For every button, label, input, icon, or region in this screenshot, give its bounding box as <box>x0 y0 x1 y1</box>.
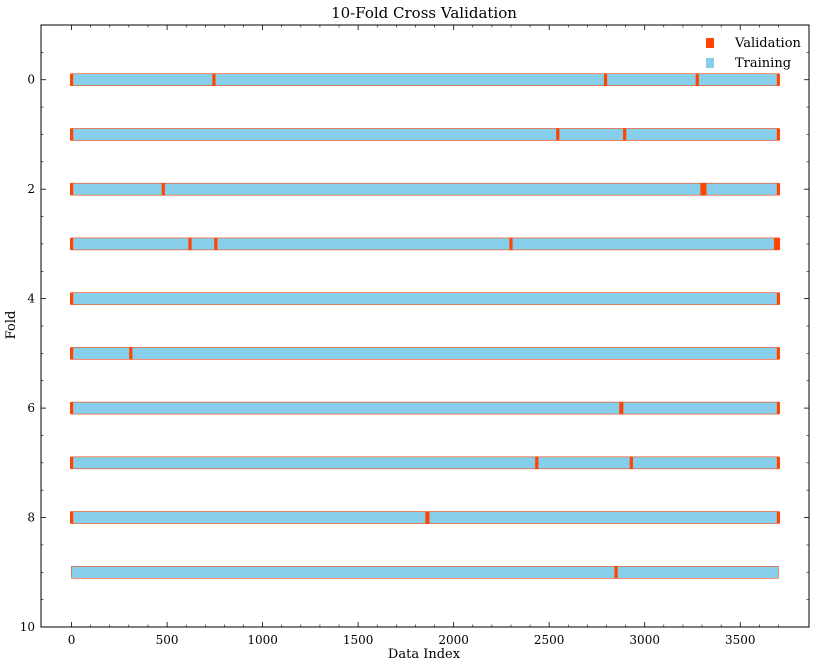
fold-8-training-bar <box>71 511 779 524</box>
fold-5-validation-mark <box>69 347 74 360</box>
fold-1-validation-mark <box>623 128 627 141</box>
fold-2-training-bar <box>71 182 779 196</box>
x-tick-label: 2000 <box>438 633 469 647</box>
fold-3-validation-mark <box>214 237 218 250</box>
fold-bars <box>69 73 781 579</box>
fold-9-training-bar <box>71 565 779 579</box>
fold-0-training-bar <box>71 73 779 87</box>
chart-title: 10-Fold Cross Validation <box>331 4 517 22</box>
fold-8-validation-mark <box>69 511 74 524</box>
fold-2-validation-mark <box>776 183 781 196</box>
fold-4-validation-mark <box>776 292 781 305</box>
x-tick-label: 500 <box>156 633 179 647</box>
fold-0-validation-mark <box>776 73 781 86</box>
legend-training-label: Training <box>735 56 791 71</box>
y-tick-label: 2 <box>27 182 35 196</box>
legend-validation-label: Validation <box>734 36 802 51</box>
fold-3-validation-mark <box>776 237 781 250</box>
fold-6-training-bar <box>71 401 779 415</box>
fold-1-validation-mark <box>556 128 560 141</box>
fold-0-validation-mark <box>212 73 216 86</box>
fold-1-validation-mark <box>776 128 781 141</box>
fold-3-validation-mark <box>773 237 778 250</box>
fold-7-training-bar <box>71 456 779 470</box>
fold-1-validation-mark <box>69 128 74 141</box>
x-tick-label: 1000 <box>247 633 278 647</box>
fold-2-validation-mark <box>161 183 165 196</box>
x-tick-label: 3500 <box>725 633 756 647</box>
y-axis-label: Fold <box>4 311 19 340</box>
fold-8-validation-mark <box>426 511 430 524</box>
fold-6-validation-mark <box>69 402 74 415</box>
fold-8-validation-mark <box>776 511 781 524</box>
fold-4-training-bar <box>71 292 779 305</box>
fold-2-validation-mark <box>69 183 74 196</box>
legend: Validation Training <box>706 36 802 71</box>
legend-validation-swatch <box>706 38 714 48</box>
fold-9-validation-mark <box>614 566 618 579</box>
y-tick-label: 4 <box>27 292 35 306</box>
fold-2-validation-mark <box>700 183 704 196</box>
y-tick-label: 8 <box>27 511 35 525</box>
fold-7-validation-mark <box>776 456 781 469</box>
fold-4-validation-mark <box>69 292 74 305</box>
x-tick-label: 1500 <box>343 633 374 647</box>
fold-6-validation-mark <box>620 402 624 415</box>
axis-ticks: 0 500 1000 1500 2000 2500 3000 3500 0 2 4 6 8 10 <box>20 24 809 647</box>
plot-frame <box>40 24 810 628</box>
fold-5-training-bar <box>71 347 779 360</box>
fold-7-validation-mark <box>629 456 633 469</box>
fold-1-training-bar <box>71 128 779 141</box>
legend-training-swatch <box>706 58 714 68</box>
fold-0-validation-mark <box>69 73 74 86</box>
fold-7-validation-mark <box>535 456 539 469</box>
fold-3-validation-mark <box>188 237 192 250</box>
fold-5-validation-mark <box>129 347 133 360</box>
y-tick-label: 6 <box>27 401 35 415</box>
x-axis-label: Data Index <box>388 647 461 662</box>
fold-7-validation-mark <box>69 456 74 469</box>
x-tick-label: 2500 <box>534 633 565 647</box>
y-tick-label: 10 <box>20 620 35 634</box>
fold-2-validation-mark <box>703 183 707 196</box>
fold-0-validation-mark <box>695 73 699 86</box>
x-tick-label: 3000 <box>629 633 660 647</box>
fold-3-training-bar <box>71 237 779 251</box>
y-tick-label: 0 <box>27 73 35 87</box>
fold-0-validation-mark <box>603 73 608 86</box>
fold-3-validation-mark <box>509 237 513 250</box>
fold-5-validation-mark <box>776 347 781 360</box>
fold-3-validation-mark <box>69 237 74 250</box>
x-tick-label: 0 <box>68 633 76 647</box>
fold-6-validation-mark <box>776 402 781 415</box>
